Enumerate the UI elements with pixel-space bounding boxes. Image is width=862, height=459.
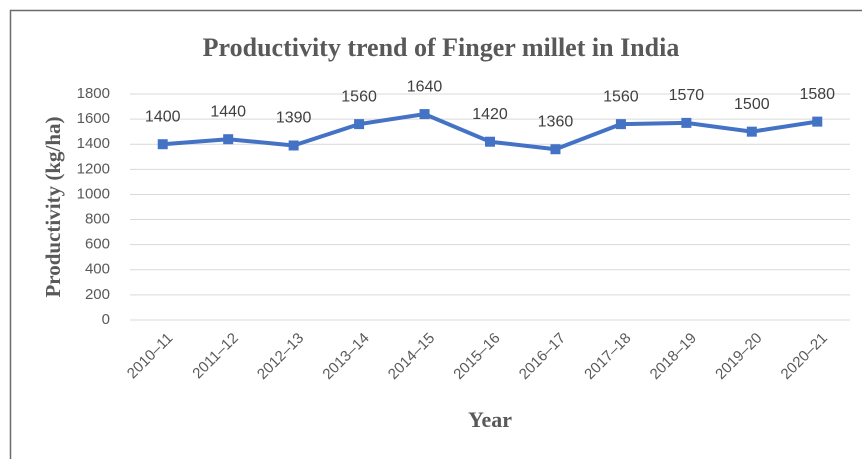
marker bbox=[223, 134, 234, 145]
marker bbox=[812, 116, 823, 127]
marker bbox=[746, 126, 757, 137]
data-label: 1390 bbox=[276, 110, 312, 127]
marker bbox=[485, 136, 495, 147]
y-tick-label: 400 bbox=[85, 261, 110, 278]
y-tick-label: 0 bbox=[102, 311, 110, 328]
chart-frame bbox=[9, 9, 862, 459]
marker bbox=[550, 144, 561, 155]
marker bbox=[354, 119, 365, 130]
y-tick-label: 200 bbox=[85, 286, 110, 303]
y-tick-label: 1400 bbox=[77, 135, 110, 152]
data-label: 1580 bbox=[799, 86, 835, 103]
marker bbox=[288, 140, 299, 151]
y-axis-label: Productivity (kg/ha) bbox=[41, 116, 65, 297]
marker bbox=[681, 117, 692, 128]
chart-title: Productivity trend of Finger millet in I… bbox=[203, 33, 680, 62]
marker bbox=[615, 119, 626, 130]
y-tick-label: 1600 bbox=[77, 110, 110, 127]
data-label: 1640 bbox=[407, 78, 443, 95]
y-tick-label: 800 bbox=[85, 211, 110, 228]
data-label: 1570 bbox=[669, 87, 705, 104]
y-tick-label: 1200 bbox=[77, 160, 110, 177]
data-label: 1420 bbox=[472, 106, 508, 123]
data-label: 1360 bbox=[538, 113, 574, 130]
marker bbox=[157, 139, 168, 150]
data-label: 1400 bbox=[145, 108, 181, 125]
marker bbox=[419, 109, 430, 120]
data-label: 1440 bbox=[210, 103, 246, 120]
y-tick-label: 600 bbox=[85, 236, 110, 253]
y-tick-label: 1000 bbox=[77, 185, 110, 202]
data-label: 1560 bbox=[341, 88, 377, 105]
y-tick-label: 1800 bbox=[77, 85, 110, 102]
x-axis-label: Year bbox=[468, 407, 512, 432]
data-label: 1500 bbox=[734, 96, 770, 113]
data-label: 1560 bbox=[603, 88, 639, 105]
